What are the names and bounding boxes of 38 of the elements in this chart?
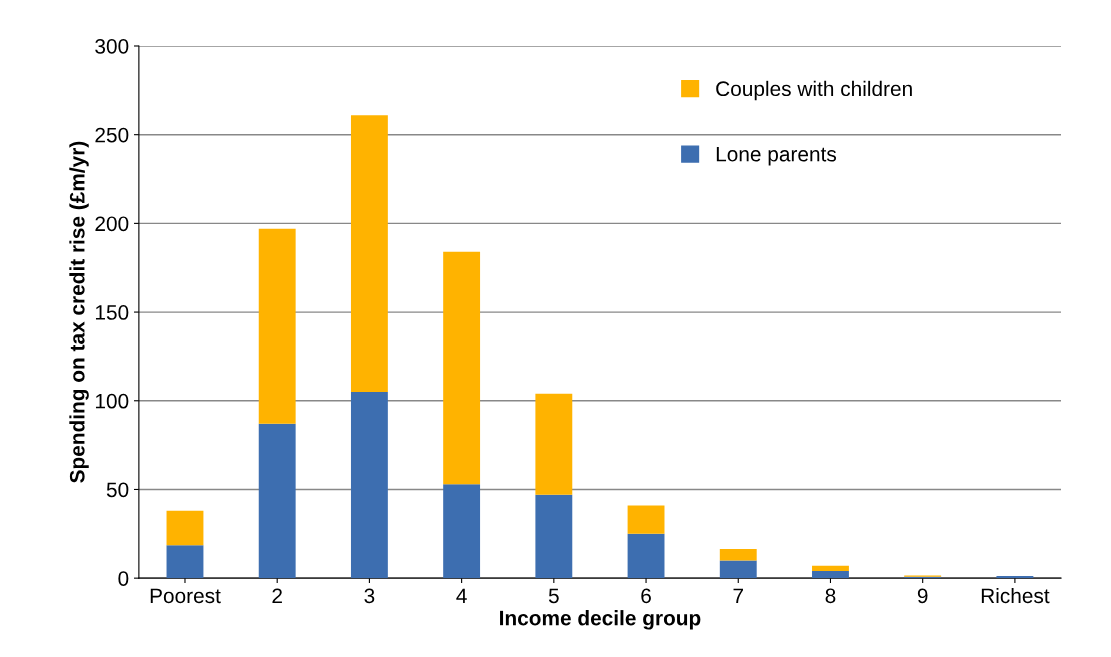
x-tick-label: Poorest: [150, 588, 221, 604]
bar: [719, 560, 757, 579]
x-tick-label: 9: [917, 588, 928, 604]
bar: [258, 423, 296, 579]
bar: [350, 391, 388, 579]
y-tick-label: 50: [106, 482, 129, 498]
x-axis-title: Income decile group: [500, 610, 701, 630]
bar: [996, 576, 1034, 579]
bar: [443, 484, 481, 579]
bar: [812, 565, 849, 572]
x-tick-label: 4: [456, 588, 467, 603]
bar: [166, 545, 204, 579]
x-tick-label: Richest: [981, 587, 1050, 604]
bar: [166, 510, 204, 546]
y-tick-label: 0: [118, 571, 129, 586]
x-tick-label: 8: [825, 588, 836, 604]
bar: [627, 533, 665, 579]
bar: [627, 505, 665, 534]
legend-label: Couples with children: [716, 80, 912, 101]
x-tick-label: 7: [733, 588, 744, 603]
bar: [535, 393, 573, 495]
bar: [350, 115, 388, 392]
y-axis-title: Spending on tax credit rise (£m/yr): [69, 141, 89, 483]
y-tick-label: 100: [95, 393, 129, 409]
x-tick-label: 3: [364, 588, 375, 604]
bar: [535, 494, 573, 579]
y-tick-label: 300: [95, 38, 129, 54]
bar: [719, 548, 757, 561]
y-tick-label: 250: [95, 127, 129, 143]
bar: [258, 228, 296, 424]
x-tick-label: 6: [641, 588, 651, 604]
bar: [812, 571, 849, 579]
y-tick-label: 150: [95, 305, 129, 320]
legend-label: Lone parents: [716, 146, 837, 166]
y-tick-label: 200: [95, 216, 129, 232]
x-tick-label: 2: [272, 588, 282, 603]
bar: [443, 251, 481, 485]
x-tick-label: 5: [548, 588, 559, 604]
